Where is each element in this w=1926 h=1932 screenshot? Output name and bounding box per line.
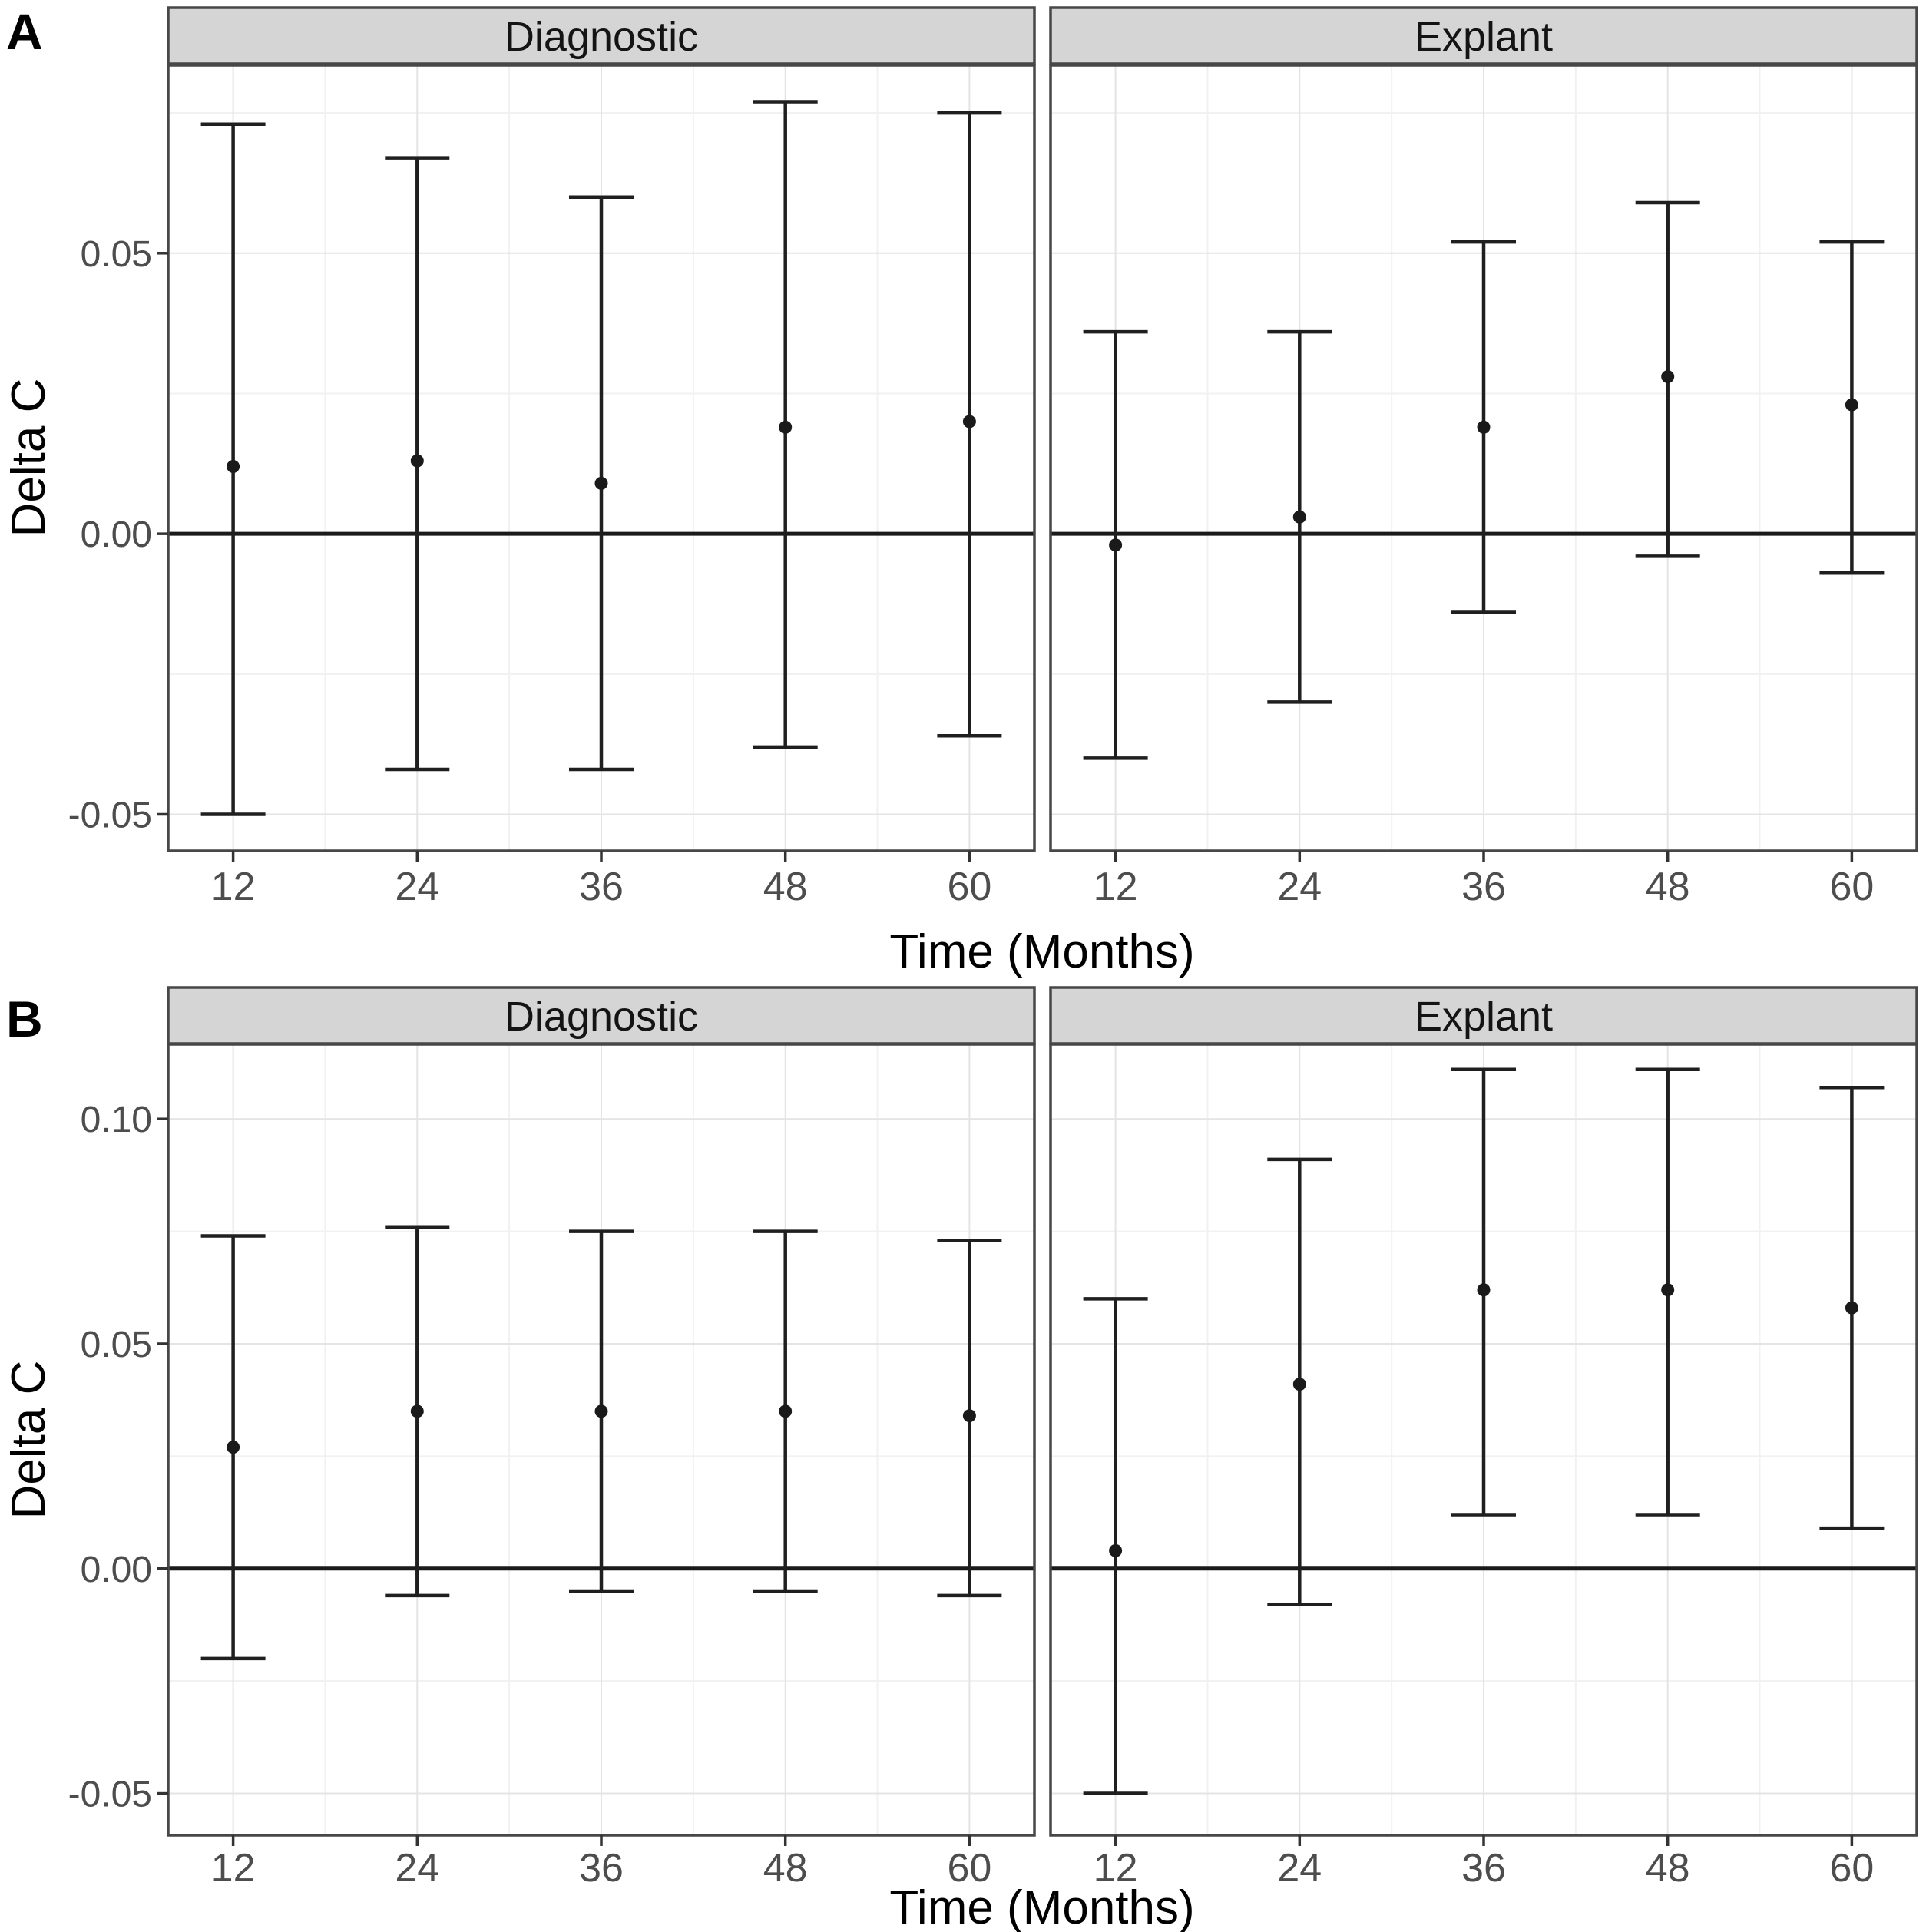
- y-tick-label: -0.05: [68, 796, 152, 836]
- error-bar: [200, 122, 266, 816]
- data-point: [1109, 538, 1123, 552]
- panel-a-y-axis-title: Delta C: [2, 379, 55, 538]
- x-tick-label: 48: [763, 1846, 808, 1891]
- error-bar: [1635, 1067, 1700, 1517]
- x-tick-label: 60: [1829, 865, 1874, 909]
- error-bar: [1267, 329, 1332, 704]
- error-bar: [1083, 1297, 1148, 1795]
- data-point: [779, 1404, 793, 1418]
- data-point: [1661, 1283, 1675, 1297]
- data-point: [1477, 420, 1491, 434]
- error-bar: [569, 195, 634, 772]
- error-bar: [937, 111, 1002, 738]
- panel-b-strip-diagnostic-label: Diagnostic: [505, 994, 698, 1040]
- error-bar: [1819, 1085, 1885, 1530]
- data-point: [962, 1409, 976, 1423]
- facet-strip: [167, 6, 1036, 65]
- panel-b-y-axis-title: Delta C: [2, 1361, 55, 1520]
- panel-a-strip-diagnostic-label: Diagnostic: [505, 14, 698, 60]
- data-point: [227, 459, 240, 473]
- error-bar: [1451, 1067, 1516, 1517]
- error-bar: [569, 1229, 634, 1593]
- error-bar: [1819, 240, 1885, 575]
- data-point: [410, 454, 424, 468]
- panel-a-letter: A: [6, 3, 43, 60]
- x-tick-label: 48: [1646, 865, 1690, 909]
- x-tick-label: 24: [395, 865, 439, 909]
- facet-diagnostic: 12 24 36 48 60: [167, 6, 1036, 909]
- data-point: [1661, 370, 1675, 384]
- x-tick-label: 24: [1277, 865, 1322, 909]
- x-tick-label: 60: [947, 865, 991, 909]
- data-point: [779, 420, 793, 434]
- panel-B: 12 24 36 48 60 12 24 36 48 60 0.10 0.05 0.00 -0.05: [68, 986, 1918, 1891]
- panel-b-x-axis-title: Time (Months): [889, 1881, 1194, 1932]
- x-tick-label: 12: [211, 1846, 256, 1891]
- facet-explant: 12 24 36 48 60: [1049, 986, 1918, 1891]
- facet-diagnostic: 12 24 36 48 60: [167, 986, 1036, 1891]
- error-bar: [200, 1234, 266, 1661]
- error-bar: [1083, 329, 1148, 760]
- error-bar: [753, 100, 818, 749]
- panel-a-x-axis-title: Time (Months): [889, 925, 1194, 978]
- error-bar: [753, 1229, 818, 1593]
- data-point: [1292, 510, 1306, 524]
- panel-b-letter: B: [6, 991, 43, 1047]
- x-tick-label: 60: [1829, 1846, 1874, 1891]
- data-point: [1109, 1543, 1123, 1557]
- error-bar: [385, 156, 450, 772]
- error-bar: [1635, 200, 1700, 558]
- x-tick-label: 36: [1461, 1846, 1506, 1891]
- data-point: [1477, 1283, 1491, 1297]
- error-bar: [1267, 1157, 1332, 1606]
- x-tick-label: 24: [395, 1846, 439, 1891]
- facet-strip: [1049, 6, 1918, 65]
- data-point: [227, 1441, 240, 1454]
- panel-a-strip-explant-label: Explant: [1415, 14, 1553, 60]
- data-point: [1292, 1378, 1306, 1391]
- x-tick-label: 12: [1094, 1846, 1138, 1891]
- x-tick-label: 36: [579, 1846, 624, 1891]
- x-tick-label: 48: [1646, 1846, 1690, 1891]
- y-tick-label: 0.10: [81, 1100, 152, 1140]
- panel-A: 12 24 36 48 60 12 24 36 48 60 0.05 0.00 -0.05: [68, 6, 1918, 909]
- x-tick-label: 48: [763, 865, 808, 909]
- data-point: [1845, 398, 1858, 412]
- y-tick-label: 0.00: [81, 514, 152, 555]
- facet-strip: [167, 986, 1036, 1045]
- x-tick-label: 12: [211, 865, 256, 909]
- error-bar: [385, 1225, 450, 1598]
- data-point: [1845, 1301, 1858, 1315]
- data-point: [410, 1404, 424, 1418]
- facet-explant: 12 24 36 48 60: [1049, 6, 1918, 909]
- error-bar: [937, 1239, 1002, 1598]
- x-tick-label: 24: [1277, 1846, 1322, 1891]
- y-tick-label: -0.05: [68, 1775, 152, 1815]
- y-tick-label: 0.05: [81, 234, 152, 275]
- y-tick-label: 0.00: [81, 1550, 152, 1590]
- x-tick-label: 36: [1461, 865, 1506, 909]
- x-tick-label: 12: [1094, 865, 1138, 909]
- y-tick-label: 0.05: [81, 1325, 152, 1365]
- data-point: [962, 415, 976, 428]
- panel-b-strip-explant-label: Explant: [1415, 994, 1553, 1040]
- generated-chart-layer: 12 24 36 48 60 12 24 36 48 60 0.05 0.00 -0.05 12 24 36 4…: [68, 6, 1918, 1891]
- x-tick-label: 36: [579, 865, 624, 909]
- data-point: [594, 476, 608, 490]
- error-bar: [1451, 240, 1516, 614]
- x-tick-label: 60: [947, 1846, 991, 1891]
- data-point: [594, 1404, 608, 1418]
- facet-strip: [1049, 986, 1918, 1045]
